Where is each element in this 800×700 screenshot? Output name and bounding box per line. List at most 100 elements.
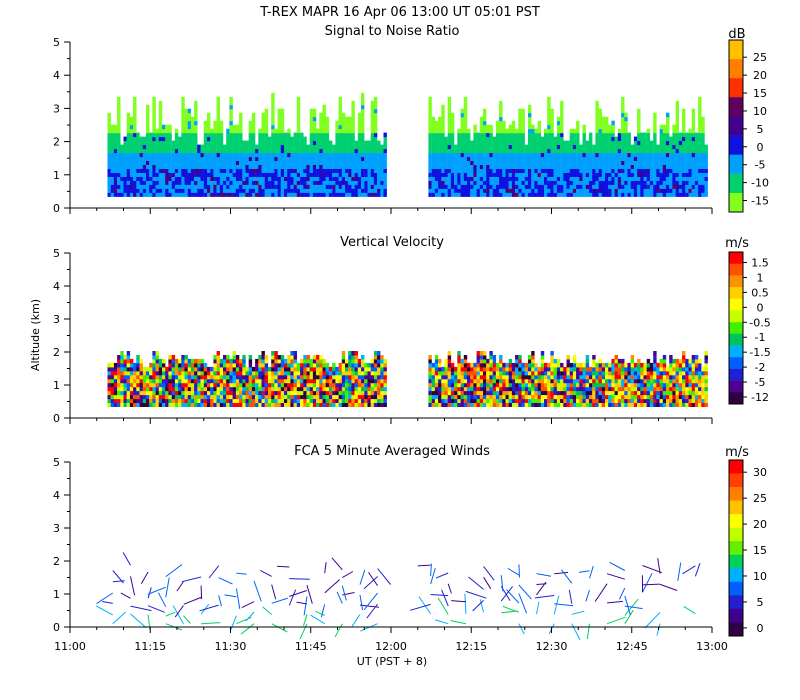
data-cell <box>534 128 538 134</box>
data-cell <box>463 402 468 407</box>
data-cell <box>296 108 301 114</box>
data-cell <box>184 386 188 392</box>
data-cell <box>126 402 131 407</box>
data-cell <box>203 152 208 158</box>
data-cell <box>207 140 211 146</box>
data-cell <box>232 140 236 146</box>
data-cell <box>550 355 554 360</box>
data-cell <box>184 172 188 177</box>
data-cell <box>126 148 131 154</box>
data-cell <box>255 378 259 384</box>
data-cell <box>576 152 580 158</box>
data-cell <box>261 144 265 150</box>
data-cell <box>348 358 352 364</box>
data-cell <box>502 136 506 142</box>
data-cell <box>688 188 692 193</box>
data-cell <box>460 148 464 154</box>
data-cell <box>454 152 458 158</box>
data-cell <box>528 116 532 122</box>
data-cell <box>524 160 529 165</box>
data-cell <box>133 148 137 154</box>
data-cell <box>470 148 474 154</box>
data-cell <box>351 128 355 134</box>
data-cell <box>312 402 317 407</box>
data-cell <box>325 184 330 189</box>
data-cell <box>572 394 577 400</box>
data-cell <box>621 108 625 114</box>
data-cell <box>595 104 599 110</box>
data-cell <box>672 184 676 189</box>
data-cell <box>126 164 131 169</box>
data-cell <box>113 362 118 368</box>
data-cell <box>229 402 233 407</box>
data-cell <box>303 152 307 158</box>
data-cell <box>598 128 602 134</box>
data-cell <box>110 394 115 400</box>
data-cell <box>540 192 545 197</box>
data-cell <box>110 192 115 197</box>
data-cell <box>232 152 236 158</box>
data-cell <box>508 128 513 134</box>
data-cell <box>200 180 204 185</box>
data-cell <box>351 172 355 177</box>
data-cell <box>251 120 256 126</box>
data-cell <box>361 402 365 407</box>
data-cell <box>457 168 461 173</box>
data-cell <box>306 184 310 189</box>
data-cell <box>232 180 236 185</box>
data-cell <box>630 188 635 193</box>
data-cell <box>653 152 657 158</box>
data-cell <box>515 386 519 392</box>
data-cell <box>219 382 224 388</box>
data-cell <box>483 402 487 407</box>
data-cell <box>691 152 696 158</box>
data-cell <box>341 184 346 189</box>
data-cell <box>133 378 137 384</box>
data-cell <box>351 108 355 114</box>
data-cell <box>117 160 121 165</box>
data-cell <box>572 176 577 181</box>
data-cell <box>309 144 314 150</box>
data-cell <box>624 160 628 165</box>
data-cell <box>226 128 230 134</box>
data-cell <box>210 136 214 142</box>
data-cell <box>129 366 134 372</box>
data-cell <box>261 386 265 392</box>
data-cell <box>232 192 236 197</box>
data-cell <box>669 164 673 169</box>
data-cell <box>354 144 358 150</box>
data-cell <box>473 152 477 158</box>
data-cell <box>239 172 243 177</box>
data-cell <box>309 382 314 388</box>
data-cell <box>441 120 445 126</box>
data-cell <box>120 180 124 185</box>
data-cell <box>444 156 448 161</box>
data-cell <box>653 156 657 161</box>
data-cell <box>357 160 362 165</box>
data-cell <box>303 168 307 173</box>
data-cell <box>200 156 204 161</box>
data-cell <box>373 374 378 380</box>
data-cell <box>521 144 525 150</box>
data-cell <box>550 402 554 407</box>
data-cell <box>601 136 606 142</box>
data-cell <box>245 184 249 189</box>
data-cell <box>187 120 192 126</box>
data-cell <box>550 136 554 142</box>
data-cell <box>585 144 590 150</box>
data-cell <box>489 398 493 403</box>
data-cell <box>242 156 246 161</box>
data-cell <box>120 370 124 376</box>
data-cell <box>280 108 285 114</box>
data-cell <box>223 390 227 396</box>
data-cell <box>248 402 253 407</box>
data-cell <box>284 370 288 376</box>
data-cell <box>203 192 208 197</box>
data-cell <box>460 382 464 388</box>
data-cell <box>280 378 285 384</box>
data-cell <box>309 366 314 372</box>
data-cell <box>194 136 198 142</box>
data-cell <box>155 370 159 376</box>
data-cell <box>434 124 439 130</box>
data-cell <box>152 132 156 138</box>
